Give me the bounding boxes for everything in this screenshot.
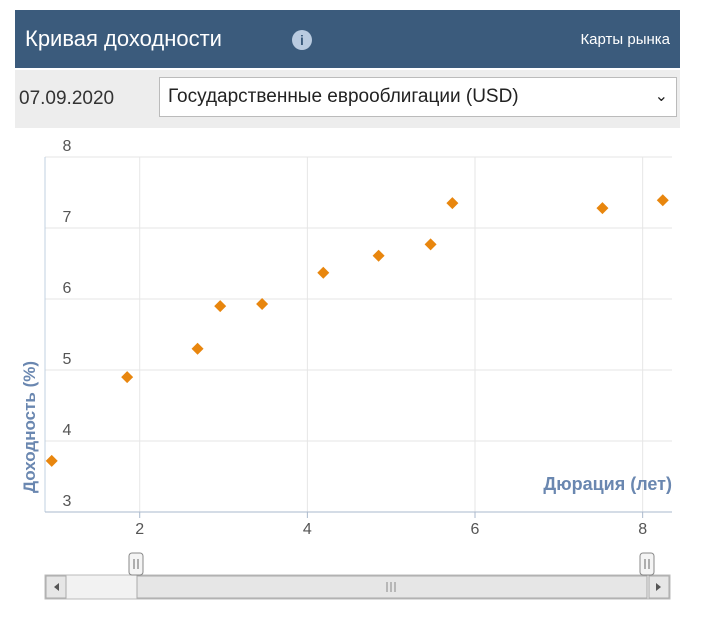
- select-text: Государственные еврооблигации (USD): [168, 86, 519, 107]
- y-tick-label: 3: [63, 493, 72, 510]
- handle-grips: [133, 559, 650, 569]
- point: [317, 266, 330, 279]
- info-icon[interactable]: i: [292, 30, 312, 50]
- y-tick-label: 6: [63, 280, 72, 297]
- point: [191, 342, 204, 355]
- point: [372, 249, 385, 262]
- grip: [386, 582, 396, 592]
- title: Кривая доходности: [25, 26, 222, 51]
- point: [446, 197, 459, 210]
- point: [121, 371, 134, 384]
- filter-bar: 07.09.2020 Государственные еврооблигации…: [15, 70, 680, 128]
- y-tick-label: 5: [63, 351, 72, 368]
- scroll-thumb[interactable]: [136, 575, 648, 599]
- handle-right[interactable]: [639, 552, 655, 576]
- point: [45, 454, 58, 467]
- bond-select[interactable]: Государственные еврооблигации (USD) ⌄: [159, 77, 677, 117]
- handle-left[interactable]: [128, 552, 144, 576]
- x-tick-label: 2: [135, 521, 144, 538]
- y-tick-label: 7: [63, 209, 72, 226]
- x-tick-label: 4: [303, 521, 312, 538]
- scrollbar[interactable]: [44, 552, 671, 600]
- y-axis-title: Доходность (%): [20, 361, 39, 493]
- market-maps-link[interactable]: Карты рынка: [580, 31, 670, 48]
- chevron: ⌄: [654, 88, 668, 105]
- x-tick-label: 6: [471, 521, 480, 538]
- y-tick-label: 4: [63, 422, 72, 439]
- point: [656, 194, 669, 207]
- x-axis-title: Дюрация (лет): [543, 474, 672, 494]
- point: [214, 300, 227, 313]
- header: Кривая доходности i Карты рынка: [15, 10, 680, 68]
- point: [596, 202, 609, 215]
- point: [424, 238, 437, 251]
- x-tick-label: 8: [638, 521, 647, 538]
- date: 07.09.2020: [19, 88, 115, 109]
- point: [256, 297, 269, 310]
- y-tick-label: 8: [63, 138, 72, 155]
